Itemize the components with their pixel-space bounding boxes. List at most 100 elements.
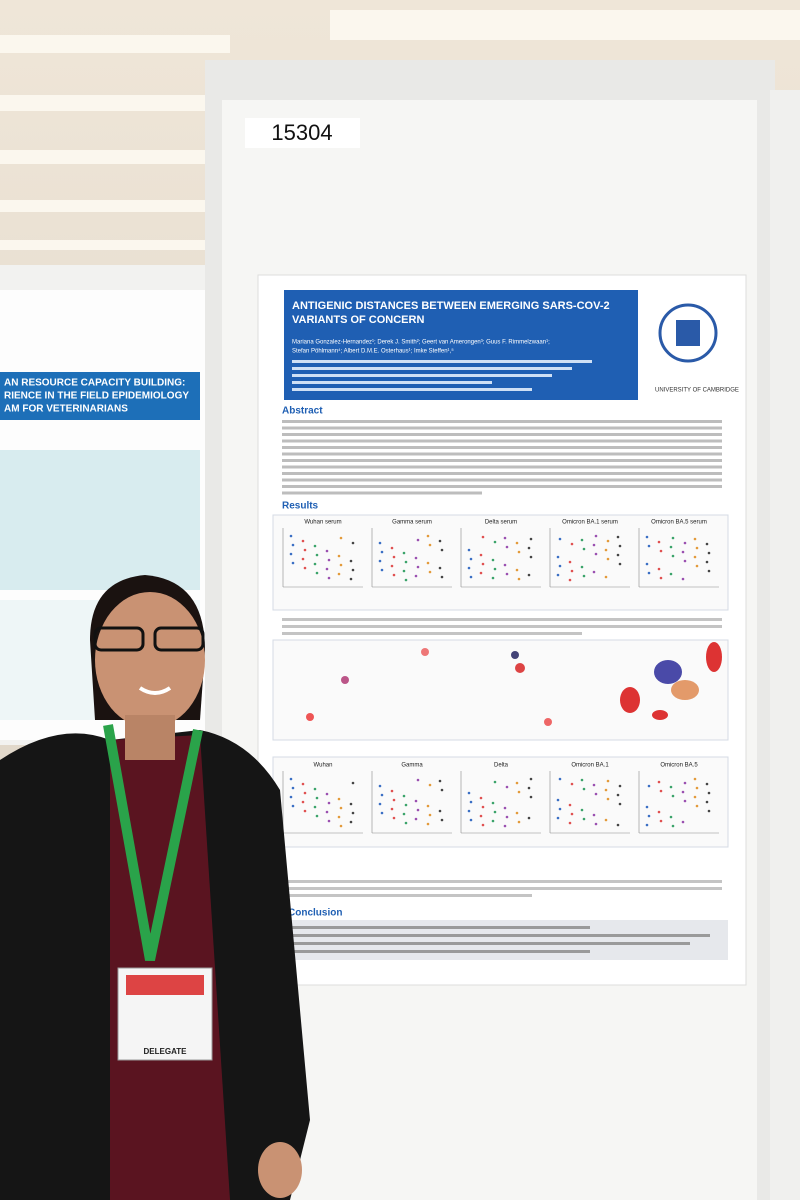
dot	[568, 803, 572, 807]
dot	[693, 537, 697, 541]
dot	[558, 777, 562, 781]
left-poster-header	[0, 372, 200, 420]
dot	[695, 546, 699, 550]
antigenic-map	[306, 642, 722, 726]
dot	[556, 798, 560, 802]
dot	[303, 548, 307, 552]
dot	[669, 545, 673, 549]
dot	[380, 550, 384, 554]
dot	[568, 821, 572, 825]
right-board	[770, 90, 800, 1200]
dot	[313, 805, 317, 809]
dot	[416, 778, 420, 782]
dot	[390, 564, 394, 568]
dot	[467, 791, 471, 795]
left-poster-title: AM FOR VETERINARIANS	[4, 404, 128, 415]
dot	[467, 566, 471, 570]
smile	[138, 686, 172, 695]
panel-title: Omicron BA.5	[660, 763, 698, 769]
dot	[428, 543, 432, 547]
dot	[616, 793, 620, 797]
text-line	[282, 452, 722, 456]
dot	[503, 806, 507, 810]
dot	[604, 788, 608, 792]
dot	[339, 824, 343, 828]
dot	[618, 544, 622, 548]
dot	[440, 788, 444, 792]
dot	[291, 804, 295, 808]
dot	[351, 541, 355, 545]
dot	[527, 816, 531, 820]
dot	[467, 809, 471, 813]
dot	[402, 569, 406, 573]
dot	[527, 786, 531, 790]
dot	[479, 796, 483, 800]
dot	[659, 576, 663, 580]
dot	[327, 801, 331, 805]
dot	[438, 809, 442, 813]
dot	[479, 571, 483, 575]
light-strip	[0, 240, 205, 250]
dot	[392, 798, 396, 802]
dot	[558, 807, 562, 811]
dot	[440, 818, 444, 822]
dot	[440, 548, 444, 552]
dot	[594, 792, 598, 796]
dot	[315, 796, 319, 800]
dot	[505, 815, 509, 819]
dot	[707, 569, 711, 573]
dot	[705, 800, 709, 804]
dot	[515, 541, 519, 545]
text-line	[282, 625, 722, 628]
dot	[291, 561, 295, 565]
left-poster-diagram	[0, 450, 200, 590]
dot	[491, 801, 495, 805]
dot	[515, 568, 519, 572]
dot	[505, 785, 509, 789]
dot	[580, 565, 584, 569]
light-strip	[0, 95, 220, 111]
text-line	[290, 926, 590, 929]
light-strip	[0, 150, 215, 164]
dot	[315, 571, 319, 575]
dot	[313, 787, 317, 791]
dot	[683, 799, 687, 803]
dot	[438, 566, 442, 570]
map-point	[544, 718, 552, 726]
figure-3	[272, 756, 729, 848]
dot	[481, 823, 485, 827]
figure-1	[272, 514, 729, 611]
dot	[327, 558, 331, 562]
dot	[402, 812, 406, 816]
dot	[515, 811, 519, 815]
text-line	[282, 420, 722, 423]
dot	[681, 577, 685, 581]
dot	[438, 779, 442, 783]
dot	[315, 553, 319, 557]
text-line	[282, 459, 722, 462]
dot	[618, 802, 622, 806]
dot	[291, 786, 295, 790]
panel-title: Omicron BA.1 serum	[562, 520, 618, 526]
dot	[618, 784, 622, 788]
dot	[657, 540, 661, 544]
dot	[416, 538, 420, 542]
dot	[647, 544, 651, 548]
light-strip	[0, 35, 230, 53]
dot	[592, 783, 596, 787]
figure-2	[272, 639, 729, 741]
badge-label: DELEGATE	[144, 1047, 188, 1056]
dot	[707, 551, 711, 555]
dot	[695, 786, 699, 790]
section-heading: Abstract	[282, 406, 323, 417]
dot	[618, 562, 622, 566]
dot	[517, 577, 521, 581]
logo-text: UNIVERSITY OF CAMBRIDGE	[655, 388, 739, 394]
dot	[580, 538, 584, 542]
seal-emblem	[676, 320, 700, 346]
dot	[529, 555, 533, 559]
dot	[337, 815, 341, 819]
text-line	[282, 491, 482, 495]
text-line	[292, 367, 572, 370]
